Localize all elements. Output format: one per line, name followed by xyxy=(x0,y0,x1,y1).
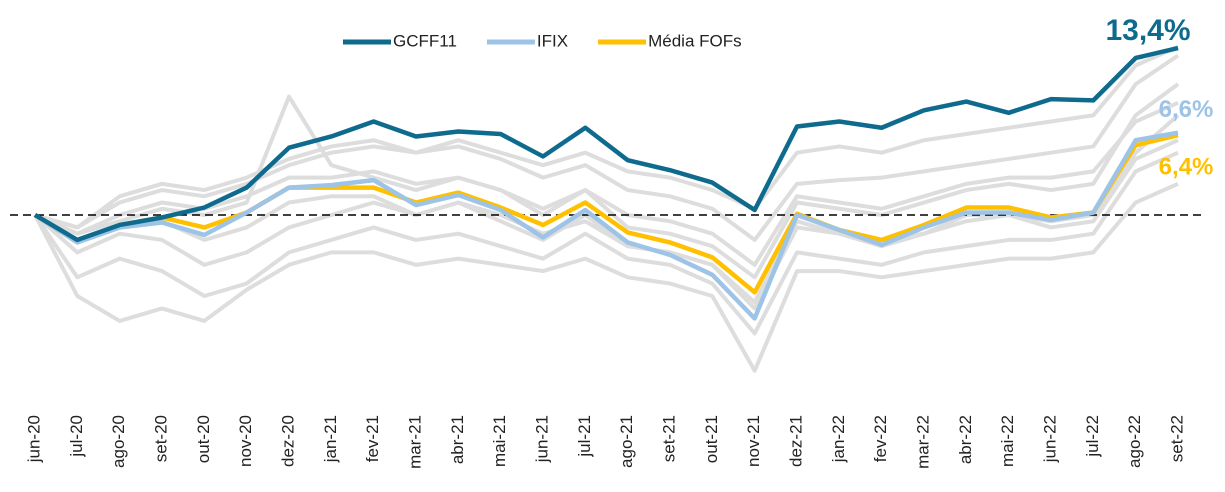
x-tick-label: set-20 xyxy=(151,415,170,462)
x-tick-label: fev-22 xyxy=(871,415,890,462)
x-tick-label: mar-21 xyxy=(405,415,424,469)
x-tick-label: jun-20 xyxy=(24,415,43,463)
x-tick-label: jul-20 xyxy=(67,415,86,458)
background-line xyxy=(34,82,1180,280)
legend-label: Média FOFs xyxy=(648,31,742,50)
x-tick-label: dez-21 xyxy=(786,415,805,467)
x-tick-label: mar-22 xyxy=(913,415,932,469)
x-tick-label: set-22 xyxy=(1167,415,1186,462)
x-tick-label: jun-21 xyxy=(532,415,551,463)
value-label: 13,4% xyxy=(1105,14,1190,47)
x-tick-label: fev-21 xyxy=(363,415,382,462)
x-tick-label: jun-22 xyxy=(1040,415,1059,463)
series-line xyxy=(33,133,1179,295)
x-tick-label: nov-20 xyxy=(236,415,255,467)
x-tick-label: jul-21 xyxy=(575,415,594,458)
background-line xyxy=(33,113,1180,311)
legend-label: IFIX xyxy=(537,31,568,50)
value-label: 6,6% xyxy=(1159,96,1214,123)
background-line xyxy=(33,138,1179,305)
x-tick-label: jul-22 xyxy=(1083,415,1102,458)
value-label: 6,4% xyxy=(1159,154,1214,181)
x-tick-label: abr-21 xyxy=(448,415,467,464)
background-line xyxy=(33,182,1179,373)
x-tick-label: dez-20 xyxy=(278,415,297,467)
x-tick-label: out-20 xyxy=(194,415,213,463)
x-tick-label: jan-21 xyxy=(321,415,340,463)
x-tick-label: ago-21 xyxy=(617,415,636,468)
background-line xyxy=(33,150,1179,336)
x-tick-label: set-21 xyxy=(659,415,678,462)
x-tick-label: mai-21 xyxy=(490,415,509,467)
background-line xyxy=(34,53,1180,242)
series-line xyxy=(33,130,1179,321)
background-line xyxy=(34,44,1179,230)
x-tick-label: ago-22 xyxy=(1125,415,1144,468)
background-line xyxy=(34,101,1179,267)
x-tick-label: mai-22 xyxy=(998,415,1017,467)
x-tick-label: nov-21 xyxy=(744,415,763,467)
x-tick-label: abr-22 xyxy=(956,415,975,464)
legend-label: GCFF11 xyxy=(393,31,457,50)
x-tick-label: out-21 xyxy=(702,415,721,463)
x-tick-label: jan-22 xyxy=(829,415,848,463)
series-line xyxy=(33,45,1179,243)
x-tick-label: ago-20 xyxy=(109,415,128,468)
